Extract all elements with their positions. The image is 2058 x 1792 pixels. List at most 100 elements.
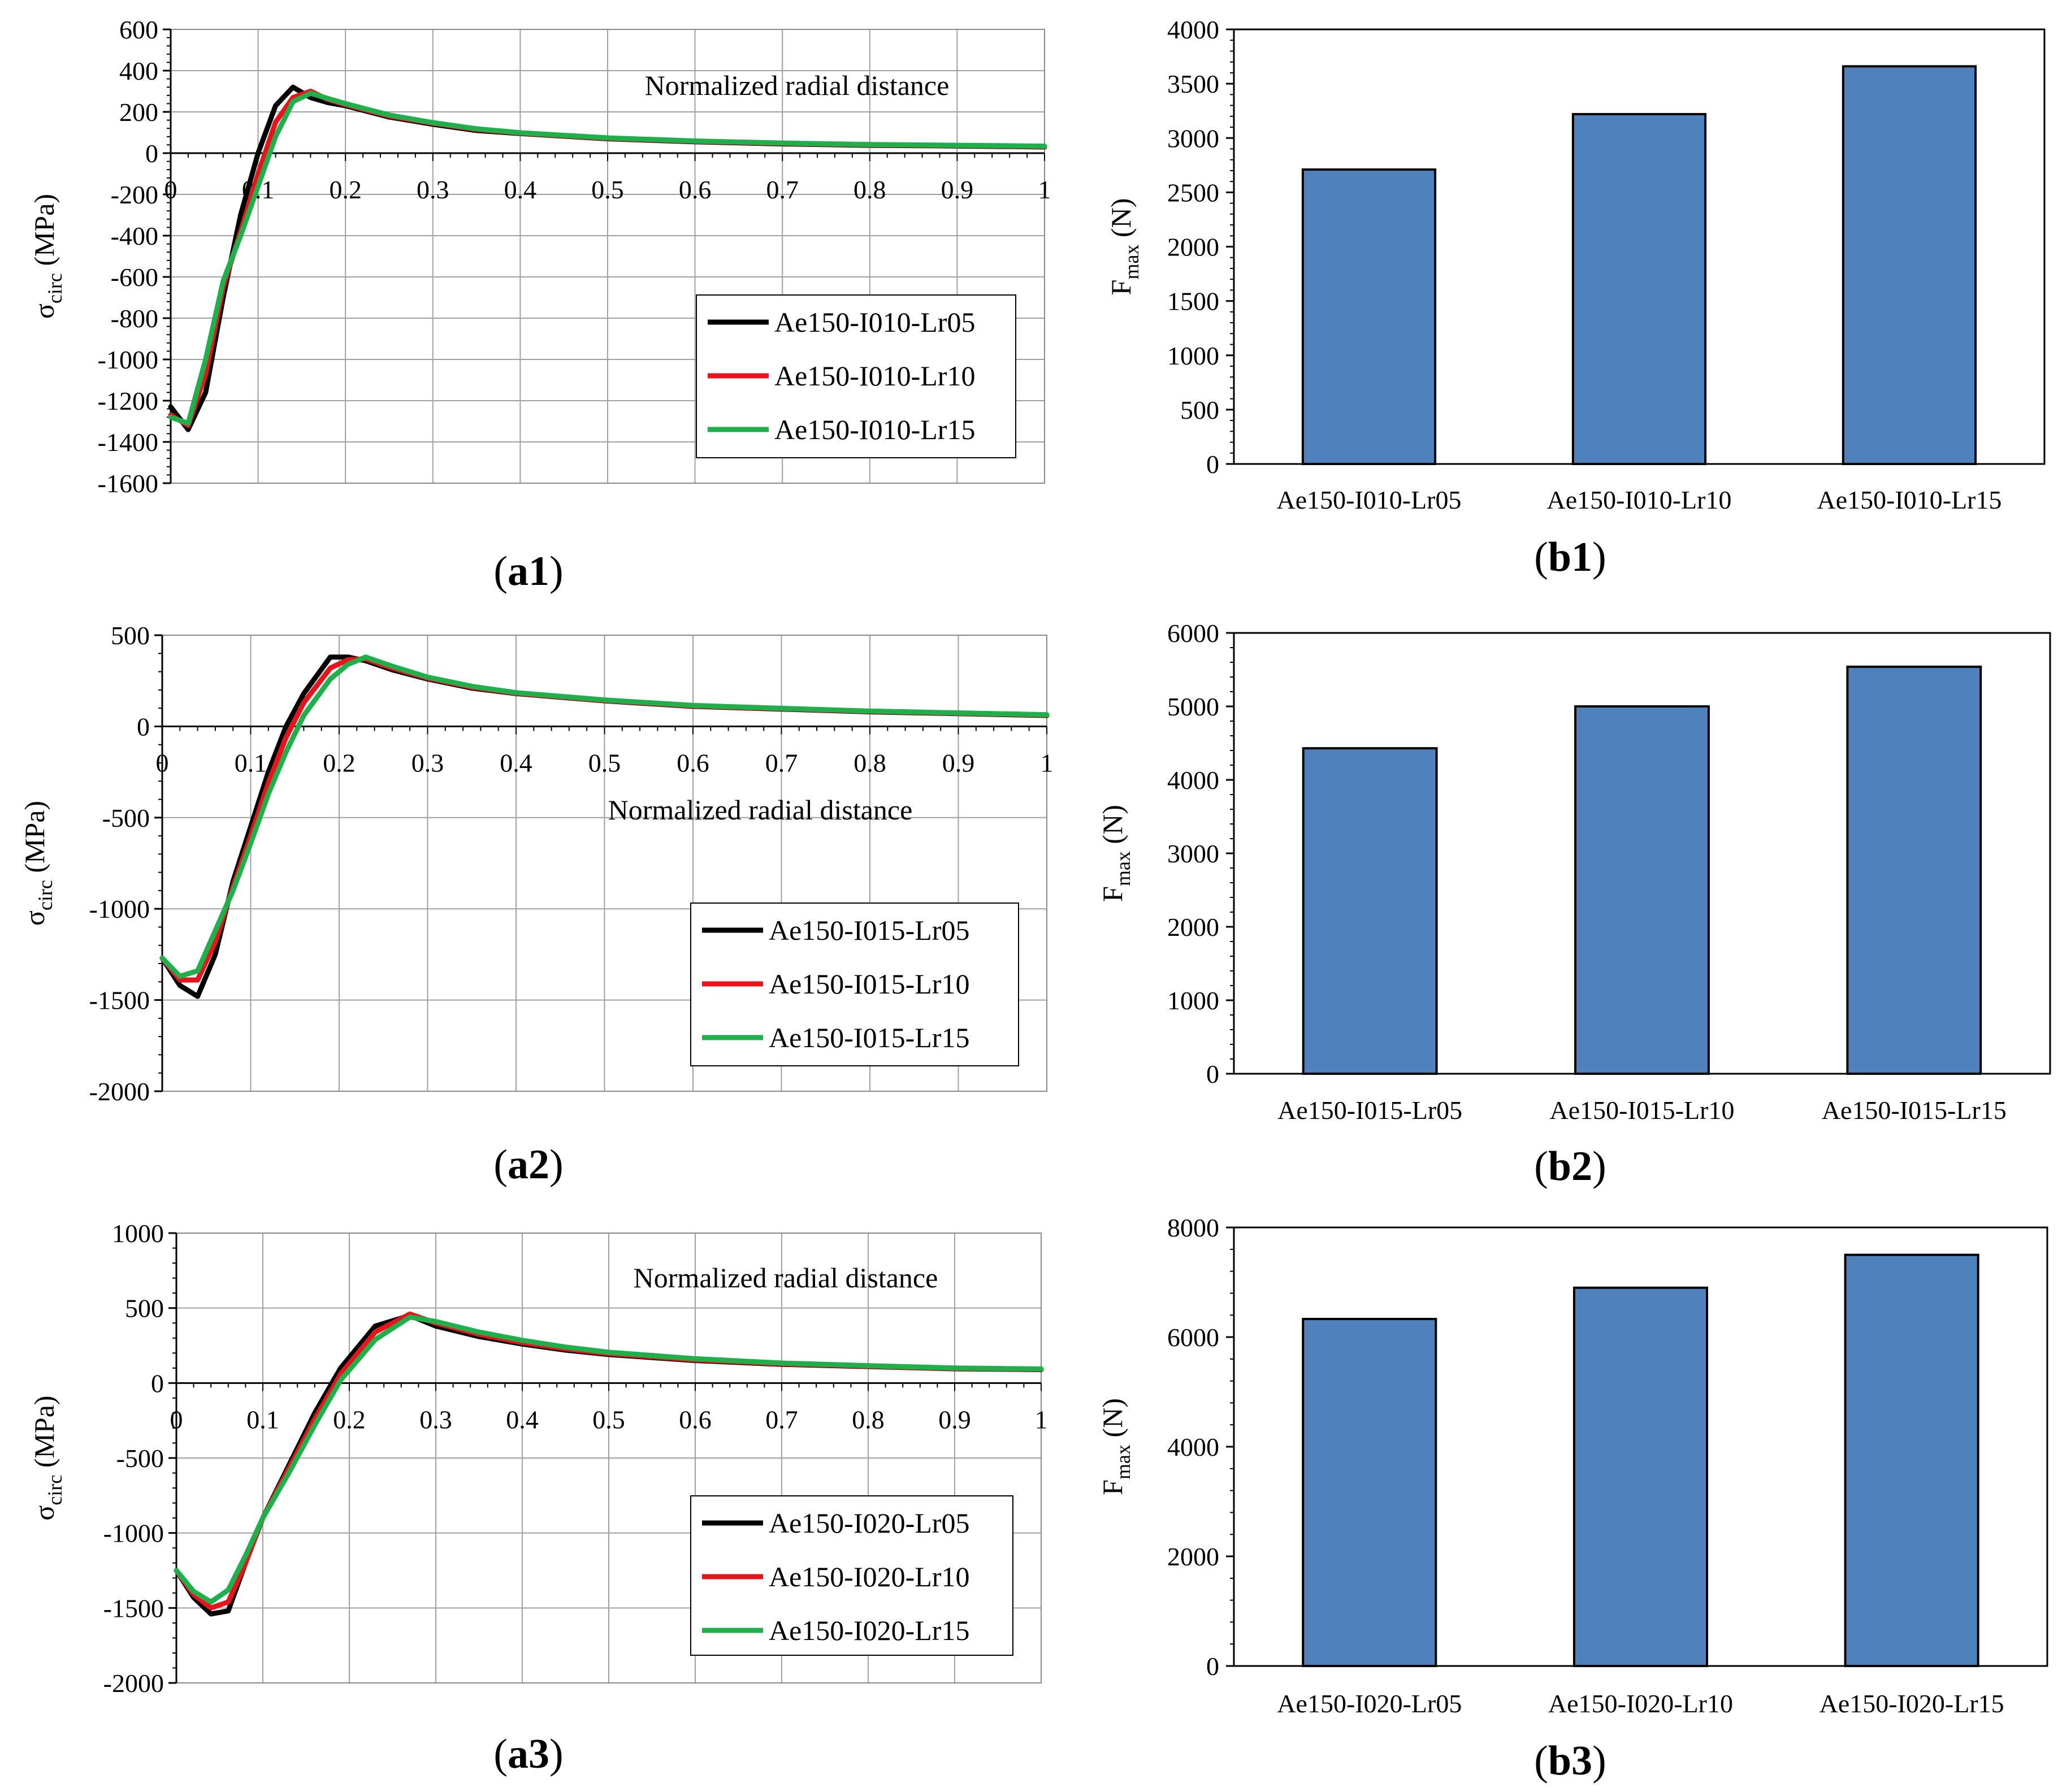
x-tick-label: 0.1 [246,1405,279,1434]
y-tick-label: 500 [111,621,150,650]
panel-b3: 8000 6000 4000 2000 0 Ae150-I020-Lr05 Ae150-I0… [1097,1213,2048,1784]
y-axis-unit: (MPa) [19,801,50,880]
y-axis-symbol: σ [28,303,60,319]
x-tick-label: 0.2 [329,175,362,204]
panel-label: (a3) [493,1731,563,1777]
panel-label-close: ) [549,1142,564,1188]
y-axis-subscript: max [1112,851,1134,886]
y-axis-title: σcirc (MPa) [19,801,57,926]
category-label: Ae150-I020-Lr10 [1548,1689,1733,1718]
bar-Ae150-I010-Lr10 [1571,112,1707,465]
panel-label-close: ) [1592,1738,1606,1784]
y-axis-symbol: F [1097,886,1128,902]
x-tick-label: 0.7 [765,1405,798,1434]
category-label: Ae150-I015-Lr10 [1549,1096,1734,1125]
x-tick-label: 0.4 [504,175,537,204]
y-axis-title: σcirc (MPa) [28,194,66,319]
panel-label-open: ( [493,1142,508,1188]
y-tick-label: -600 [111,263,158,292]
y-tick-label: 8000 [1167,1213,1219,1242]
y-axis-title: Fmax (N) [1097,1398,1134,1495]
y-tick-label: 1000 [1167,986,1219,1015]
x-tick-label: 0.2 [323,748,356,777]
y-tick-label: 0 [151,1369,164,1398]
y-tick-label: 500 [125,1294,164,1323]
legend-label: Ae150-I010-Lr05 [774,306,975,338]
x-tick-label: 0.3 [411,748,444,777]
y-tick-label: -1000 [103,1519,164,1548]
y-tick-label: -500 [102,804,150,832]
y-tick-label: 3500 [1167,70,1219,98]
category-label: Ae150-I010-Lr05 [1276,485,1461,514]
series-line-Ae150-I020-Lr15 [174,1314,1044,1605]
y-axis-symbol: σ [19,910,50,926]
x-tick-label: 0.1 [235,748,267,777]
panel-label-open: ( [1534,1738,1548,1784]
y-tick-label: -1000 [98,345,158,374]
x-tick-label: 0.3 [419,1405,452,1434]
panel-label-id: a1 [508,548,549,595]
y-axis-unit: (MPa) [28,194,60,273]
y-tick-label: 4000 [1167,1433,1219,1461]
legend: Ae150-I010-Lr05 Ae150-I010-Lr10 Ae150-I010… [696,294,1016,458]
legend-label: Ae150-I010-Lr10 [774,360,975,392]
x-tick-label: 0.2 [333,1405,366,1434]
category-label: Ae150-I020-Lr15 [1819,1689,2004,1718]
y-tick-label: 6000 [1167,619,1219,648]
x-tick-label: 0.8 [853,748,886,777]
y-tick-label: 500 [1180,396,1219,424]
y-tick-label: -2000 [103,1669,164,1698]
x-axis-title: Normalized radial distance [634,1262,938,1294]
y-tick-label: 4000 [1167,15,1219,44]
panel-label-close: ) [1592,534,1606,580]
y-axis-unit: (N) [1097,1398,1128,1444]
x-tick-label: 0.9 [941,175,974,204]
x-tick-label: 0.4 [506,1405,539,1434]
panel-label: (a2) [493,1142,563,1188]
y-tick-label: -400 [111,222,158,250]
category-label: Ae150-I015-Lr05 [1277,1096,1462,1125]
y-tick-label: 0 [1206,450,1219,479]
panel-label-open: ( [1534,534,1548,580]
y-axis-subscript: max [1112,1444,1134,1479]
y-tick-label: 600 [119,15,158,44]
y-axis-subscript: max [1120,245,1143,280]
x-tick-label: 0.7 [765,748,798,777]
y-axis-subscript: circ [34,880,57,910]
category-label: Ae150-I020-Lr05 [1277,1689,1462,1718]
panel-label-open: ( [493,548,508,595]
y-tick-label: 400 [119,57,158,85]
series-line-Ae150-I010-Lr15 [168,90,1047,426]
x-tick-label: 0.8 [852,1405,885,1434]
panel-b1: 4000 3500 3000 2500 2000 1500 1000 500 0 Ae150-I0… [1105,15,2046,580]
panel-label: (b1) [1534,534,1606,580]
y-tick-label: 200 [119,98,158,127]
y-axis-subscript: circ [44,273,66,303]
y-axis-unit: (N) [1105,198,1137,245]
bar-Ae150-I010-Lr05 [1301,168,1437,465]
y-tick-label: 4000 [1167,766,1219,795]
bar-Ae150-I020-Lr15 [1844,1253,1979,1667]
x-tick-label: 0.8 [853,175,886,204]
y-axis-symbol: σ [28,1505,60,1521]
x-tick-label: 0.6 [677,748,709,777]
x-tick-label: 1 [1041,748,1054,777]
x-tick-label: 0 [170,1405,183,1434]
legend-label: Ae150-I015-Lr10 [769,968,969,1000]
panel-label-close: ) [549,548,564,595]
y-tick-label: -1500 [103,1594,164,1622]
panel-label-id: b3 [1548,1738,1592,1784]
y-tick-label: 0 [145,139,158,168]
legend-label: Ae150-I010-Lr15 [774,414,975,445]
x-tick-label: 0.9 [942,748,975,777]
y-tick-label: -1400 [98,428,158,457]
y-tick-label: 3000 [1167,124,1219,153]
y-tick-label: -2000 [89,1077,150,1106]
y-tick-label: -1200 [98,387,158,415]
x-tick-label: 0.7 [766,175,799,204]
legend-label: Ae150-I020-Lr10 [769,1561,969,1593]
bar-Ae150-I020-Lr05 [1302,1317,1437,1667]
